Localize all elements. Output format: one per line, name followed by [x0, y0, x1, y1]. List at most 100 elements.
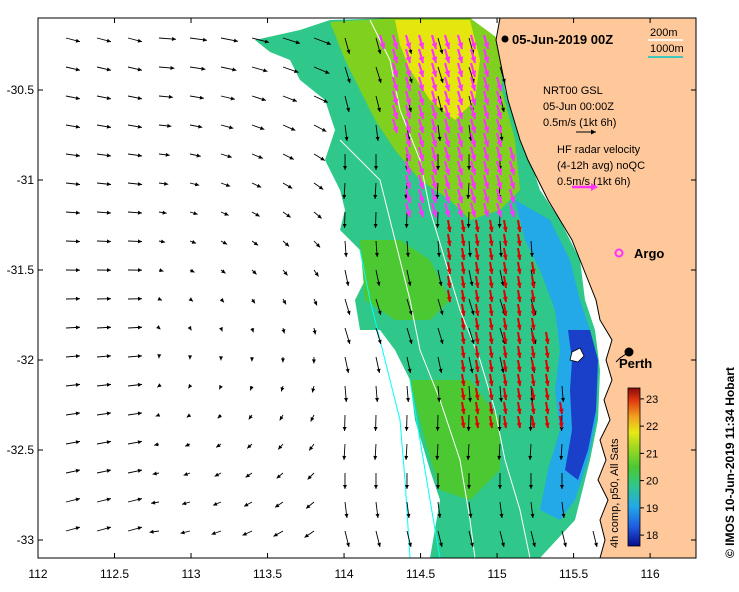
- depth-200m-label: 200m: [650, 27, 678, 39]
- radar-arrow-head: [488, 352, 494, 358]
- radar-arrow-head: [488, 408, 494, 414]
- model-arrow-head: [374, 165, 379, 170]
- radar-arrow-head: [446, 240, 452, 246]
- radar-arrow-head: [460, 254, 466, 260]
- model-arrow-head: [321, 127, 327, 132]
- radar-arrow-head: [444, 112, 451, 119]
- model-arrow-head: [404, 484, 409, 489]
- radar-arrow-head: [488, 324, 494, 330]
- model-arrow-head: [559, 455, 564, 460]
- model-arrow-head: [498, 252, 503, 257]
- model-arrow-head: [75, 325, 80, 330]
- model-arrow-head: [559, 426, 564, 431]
- radar-arrow-head: [405, 168, 412, 175]
- model-arrow-head: [106, 382, 111, 387]
- x-tick-label: 114: [334, 567, 353, 581]
- model-arrow-head: [183, 472, 189, 476]
- radar-arrow-head: [392, 112, 399, 119]
- model-arrow-head: [342, 194, 347, 199]
- radar-arrow-head: [470, 98, 477, 105]
- radar-arrow-head: [418, 210, 425, 217]
- radar-arrow-head: [516, 254, 522, 260]
- model-arrow-head: [377, 78, 382, 83]
- model-arrow-head: [466, 426, 471, 431]
- model-arrow-head: [137, 153, 142, 158]
- radar-arrow-head: [470, 56, 477, 63]
- model-arrow-head: [313, 300, 318, 306]
- model-arrow-head: [279, 415, 284, 421]
- radar-arrow-head: [470, 70, 477, 77]
- model-arrow-head: [373, 223, 378, 228]
- radar-arrow-head: [431, 210, 438, 217]
- radar-arrow-head: [460, 338, 466, 344]
- model-arrow-head: [292, 98, 297, 102]
- radar-arrow-head: [474, 338, 480, 344]
- model-arrow-head: [408, 310, 413, 315]
- model-arrow-head: [196, 153, 201, 158]
- radar-arrow-head: [392, 70, 399, 77]
- model-arrow-head: [373, 194, 378, 199]
- radar-arrow-head: [470, 140, 477, 147]
- model-arrow-head: [155, 412, 161, 417]
- model-arrow-head: [280, 387, 285, 392]
- model-arrow-head: [282, 299, 286, 305]
- radar-arrow-head: [474, 240, 480, 246]
- model-arrow-head: [468, 397, 472, 402]
- radar-arrow-head: [446, 268, 452, 274]
- radar-arrow-head: [444, 70, 451, 77]
- model-arrow-head: [497, 455, 502, 460]
- model-arrow-head: [499, 513, 504, 518]
- model-arrow-head: [377, 107, 381, 112]
- model-arrow-head: [248, 414, 253, 420]
- radar-arrow-head: [502, 254, 508, 260]
- radar-arrow-head: [460, 352, 466, 358]
- model-arrow-head: [75, 468, 80, 473]
- model-arrow-head: [287, 184, 293, 189]
- radar-arrow-head: [544, 422, 550, 428]
- model-arrow-head: [180, 530, 185, 535]
- model-arrow-head: [499, 397, 503, 402]
- model-arrow-head: [137, 325, 142, 330]
- model-arrow-head: [375, 513, 380, 518]
- model-arrow-head: [75, 239, 80, 244]
- model-arrow-head: [187, 325, 192, 331]
- radar-arrow-head: [470, 210, 477, 217]
- radar-arrow-head: [470, 112, 477, 119]
- model-arrow-head: [377, 310, 382, 315]
- model-arrow-head: [373, 484, 378, 489]
- model-arrow-head: [469, 281, 474, 286]
- model-arrow-head: [375, 136, 380, 141]
- model-arrow-head: [149, 529, 154, 534]
- model-arrow-head: [408, 339, 413, 344]
- radar-arrow-head: [496, 182, 503, 189]
- radar-arrow-head: [488, 422, 494, 428]
- model-arrow-head: [251, 298, 255, 304]
- model-arrow-head: [528, 455, 533, 460]
- model-arrow-head: [137, 67, 142, 72]
- model-arrow-head: [154, 442, 159, 447]
- model-arrow-head: [137, 382, 142, 387]
- radar-arrow-head: [502, 324, 508, 330]
- radar-arrow-head: [457, 182, 464, 189]
- model-arrow-head: [75, 124, 80, 129]
- radar-arrow-head: [418, 98, 425, 105]
- radar-arrow-head: [488, 240, 494, 246]
- model-arrow-head: [275, 503, 280, 508]
- model-arrow-head: [404, 223, 409, 228]
- model-arrow-head: [320, 156, 325, 161]
- model-arrow-head: [75, 38, 80, 43]
- radar-arrow-head: [516, 268, 522, 274]
- radar-arrow-head: [483, 210, 490, 217]
- model-arrow-head: [310, 416, 315, 422]
- model-arrow-head: [193, 211, 198, 216]
- radar-arrow-head: [516, 394, 522, 400]
- argo-label: Argo: [634, 246, 664, 261]
- colorbar-ticks: 18 19 20 21 22 23: [640, 394, 658, 542]
- radar-arrow-head: [488, 394, 494, 400]
- model-arrow-head: [311, 388, 316, 393]
- model-arrow-head: [170, 65, 175, 70]
- model-arrow-head: [191, 240, 197, 244]
- model-arrow-head: [280, 358, 285, 363]
- radar-arrow-head: [496, 112, 503, 119]
- model-arrow-head: [529, 252, 534, 257]
